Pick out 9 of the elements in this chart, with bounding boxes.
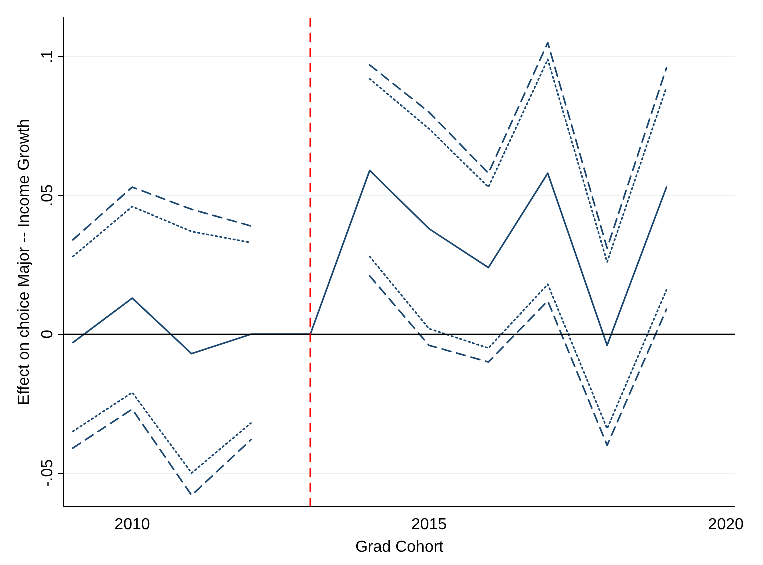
y-tick-label: .05 <box>40 184 57 207</box>
y-tick-label: 0 <box>40 330 57 339</box>
x-axis-title: Grad Cohort <box>356 538 444 556</box>
x-tick-label: 2010 <box>114 516 150 534</box>
y-tick-label: .1 <box>40 50 57 64</box>
x-tick-label: 2020 <box>708 516 744 534</box>
y-axis-title: Effect on choice Major -- Income Growth <box>16 119 34 406</box>
y-tick-label: -.05 <box>40 459 57 488</box>
x-tick-label: 2015 <box>411 516 448 534</box>
